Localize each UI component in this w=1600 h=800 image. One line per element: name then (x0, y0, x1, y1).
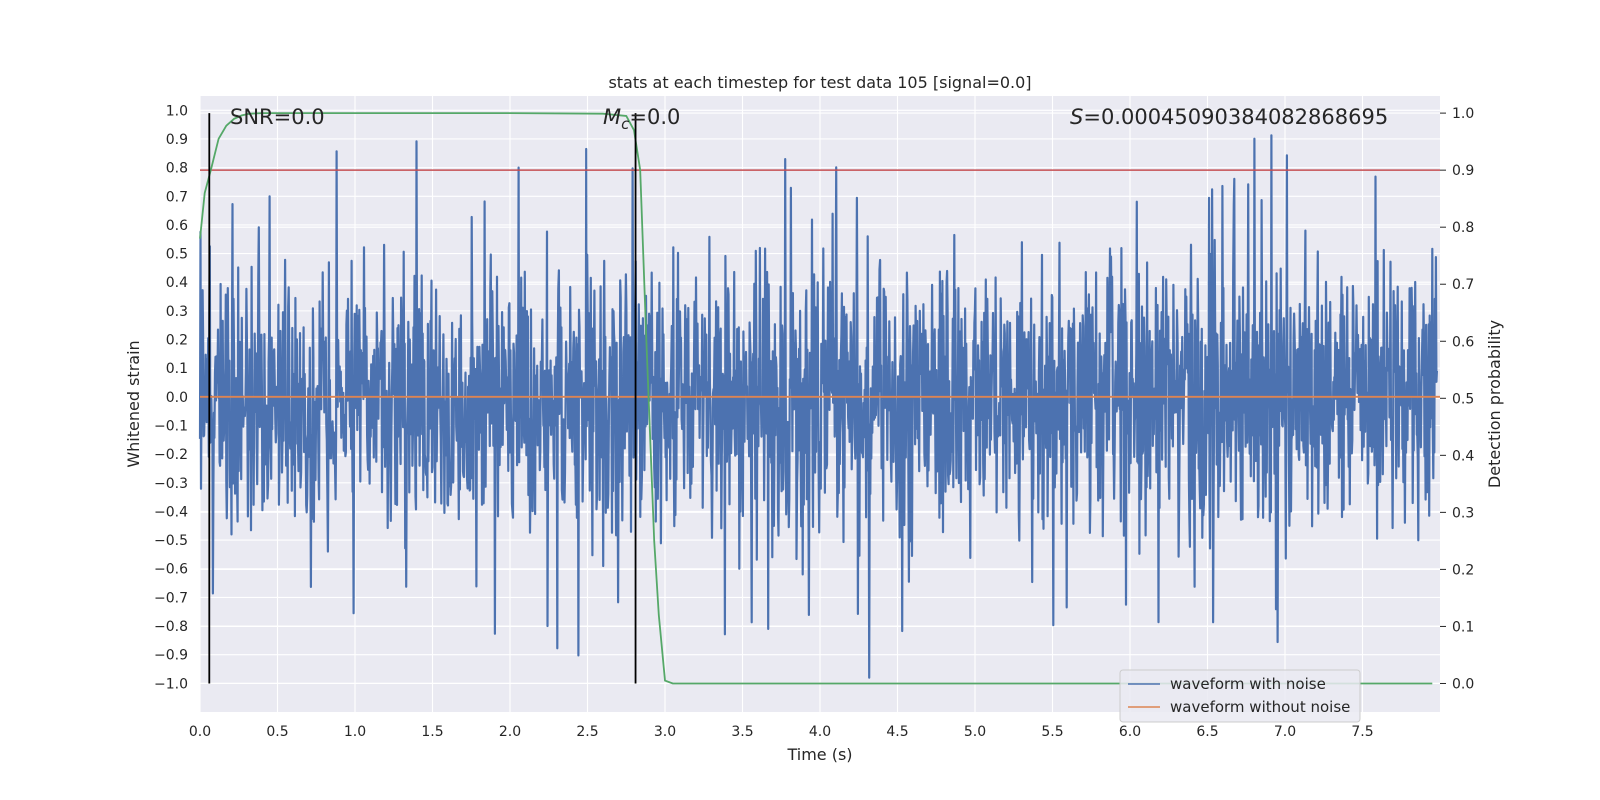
mc-value: =0.0 (629, 105, 680, 129)
y-tick-label-8: 0.2 (166, 333, 188, 349)
y2-tick-label-10: 0.0 (1452, 676, 1474, 692)
x-tick-label-1: 0.5 (266, 724, 288, 740)
x-tick-label-12: 6.0 (1119, 724, 1141, 740)
x-tick-label-9: 4.5 (886, 724, 908, 740)
y2-tick-label-9: 0.1 (1452, 619, 1474, 635)
x-tick-label-7: 3.5 (731, 724, 753, 740)
mc-annotation: Mc=0.0 (603, 105, 680, 133)
y-tick-label-12: −0.2 (154, 447, 188, 463)
y2-axis-label: Detection probability (1485, 320, 1504, 488)
legend-entry-noise: waveform with noise (1170, 675, 1326, 693)
y-tick-label-2: 0.8 (166, 161, 188, 177)
legend-entry-no-noise: waveform without noise (1170, 698, 1350, 716)
s-value: =0.00045090384082868695 (1083, 105, 1388, 129)
y2-tick-label-8: 0.2 (1452, 562, 1474, 578)
y-axis-label: Whitened strain (124, 340, 143, 467)
y2-tick-label-0: 1.0 (1452, 106, 1474, 122)
s-annotation: S=0.00045090384082868695 (1070, 105, 1388, 129)
y2-tick-label-6: 0.4 (1452, 448, 1474, 464)
mc-symbol: M (603, 105, 621, 129)
x-tick-label-15: 7.5 (1351, 724, 1373, 740)
x-tick-label-13: 6.5 (1196, 724, 1218, 740)
y-tick-label-20: −1.0 (154, 676, 188, 692)
y2-tick-label-4: 0.6 (1452, 334, 1474, 350)
series-waveform-with-noise (198, 134, 1438, 679)
y-tick-label-15: −0.5 (154, 533, 188, 549)
y-tick-label-0: 1.0 (166, 103, 188, 119)
x-tick-label-5: 2.5 (576, 724, 598, 740)
x-tick-label-2: 1.0 (344, 724, 366, 740)
snr-annotation: SNR=0.0 (230, 105, 325, 129)
x-tick-label-4: 2.0 (499, 724, 521, 740)
y-tick-label-18: −0.8 (154, 619, 188, 635)
series-layer (198, 112, 1440, 685)
y2-tick-label-7: 0.3 (1452, 505, 1474, 521)
s-symbol: S (1070, 105, 1083, 129)
chart-title: stats at each timestep for test data 105… (608, 73, 1031, 92)
mc-subscript: c (621, 115, 630, 133)
y-tick-label-9: 0.1 (166, 361, 188, 377)
legend: waveform with noise waveform without noi… (1119, 669, 1361, 723)
y-tick-label-11: −0.1 (154, 418, 188, 434)
y-tick-label-1: 0.9 (166, 132, 188, 148)
x-axis-label: Time (s) (786, 745, 852, 764)
x-tick-label-6: 3.0 (654, 724, 676, 740)
y-tick-label-10: 0.0 (166, 390, 188, 406)
x-tick-label-0: 0.0 (189, 724, 211, 740)
y-tick-label-13: −0.3 (154, 476, 188, 492)
y-tick-label-19: −0.9 (154, 648, 188, 664)
y-tick-label-6: 0.4 (166, 275, 188, 291)
y-tick-label-14: −0.4 (154, 504, 188, 520)
series-detection-probability (199, 112, 1433, 685)
y-tick-label-5: 0.5 (166, 247, 188, 263)
legend-box (1119, 669, 1361, 723)
x-tick-label-8: 4.0 (809, 724, 831, 740)
y-tick-label-7: 0.3 (166, 304, 188, 320)
x-tick-label-10: 5.0 (964, 724, 986, 740)
x-tick-label-14: 7.0 (1274, 724, 1296, 740)
y2-tick-label-3: 0.7 (1452, 277, 1474, 293)
y-tick-label-3: 0.7 (166, 189, 188, 205)
x-tick-label-11: 5.5 (1041, 724, 1063, 740)
y-tick-label-4: 0.6 (166, 218, 188, 234)
y2-tick-label-5: 0.5 (1452, 391, 1474, 407)
axes-layer: 0.0 0.5 1.0 1.5 2.0 2.5 3.0 3.5 4.0 4.5 5.0 5.5 6.0 6… (154, 103, 1474, 740)
y2-tick-label-1: 0.9 (1452, 163, 1474, 179)
y-tick-label-17: −0.7 (154, 590, 188, 606)
x-tick-label-3: 1.5 (421, 724, 443, 740)
y-tick-label-16: −0.6 (154, 562, 188, 578)
y2-tick-label-2: 0.8 (1452, 220, 1474, 236)
